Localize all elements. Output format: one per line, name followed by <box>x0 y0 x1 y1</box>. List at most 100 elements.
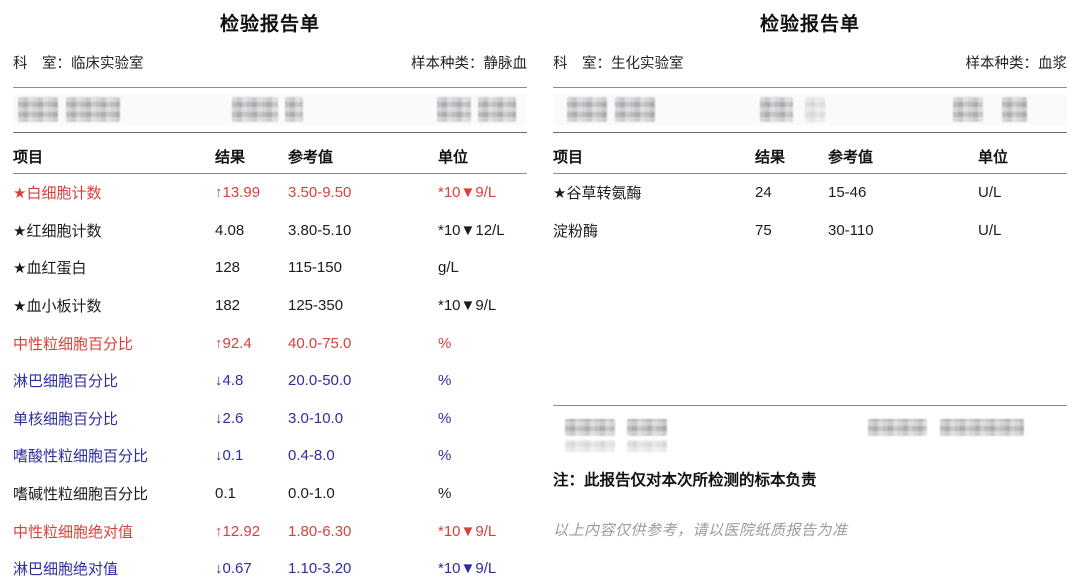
test-result-value: ↑92.4 <box>215 334 252 352</box>
column-header-result: 结果 <box>215 148 246 166</box>
test-unit: U/L <box>978 184 1002 202</box>
redacted-block <box>1002 97 1027 122</box>
redacted-block <box>868 419 927 436</box>
column-header-unit: 单位 <box>438 148 469 166</box>
results-table: ★白细胞计数 ↑13.99 3.50-9.50 *10▼9/L ★红细胞计数 4… <box>13 174 527 588</box>
test-item-name: 中性粒细胞百分比 <box>13 335 134 353</box>
test-item-name: ★血小板计数 <box>13 298 102 316</box>
redacted-block <box>565 440 615 452</box>
test-result-value: 4.08 <box>215 221 245 239</box>
report-panel-blood-routine: 检验报告单 科 室：临床实验室 样本种类：静脉血 项目 结果 参考值 单位 ★白… <box>0 0 540 587</box>
test-reference-range: 30-110 <box>828 221 874 239</box>
test-result-value: ↓2.6 <box>215 409 244 427</box>
sample-type-label: 样本种类： <box>411 56 484 72</box>
test-item-name: ★血红蛋白 <box>13 260 87 278</box>
column-header-ref: 参考值 <box>828 148 874 166</box>
report-meta-row: 科 室：临床实验室 样本种类：静脉血 <box>13 52 527 73</box>
test-item-name: 淋巴细胞绝对值 <box>13 561 119 579</box>
table-row: 嗜碱性粒细胞百分比 0.1 0.0-1.0 % <box>13 475 527 513</box>
divider <box>553 87 1067 88</box>
redacted-block <box>627 419 667 436</box>
column-header-item: 项目 <box>13 148 44 166</box>
test-unit: U/L <box>978 221 1002 239</box>
test-item-name: 淀粉酶 <box>553 222 599 240</box>
test-result-value: ↑13.99 <box>215 184 261 202</box>
redacted-block <box>940 419 1024 436</box>
test-result-value: 75 <box>755 221 772 239</box>
report-title: 检验报告单 <box>219 14 320 35</box>
test-item-name: 淋巴细胞百分比 <box>13 373 119 391</box>
table-row: ★白细胞计数 ↑13.99 3.50-9.50 *10▼9/L <box>13 174 527 212</box>
test-unit: % <box>438 485 452 503</box>
test-result-value: ↓4.8 <box>215 372 244 390</box>
test-unit: *10▼9/L <box>438 297 497 315</box>
divider <box>13 87 527 88</box>
table-row: ★血红蛋白 128 115-150 g/L <box>13 249 527 287</box>
test-item-name: ★红细胞计数 <box>13 222 102 240</box>
results-table: ★谷草转氨酶 24 15-46 U/L 淀粉酶 75 30-110 U/L <box>553 174 1067 249</box>
redacted-block <box>18 97 58 122</box>
test-result-value: 128 <box>215 259 241 277</box>
test-unit: *10▼9/L <box>438 522 497 540</box>
test-item-name: 中性粒细胞绝对值 <box>13 523 134 541</box>
test-result-value: ↑12.92 <box>215 522 261 540</box>
redacted-block <box>565 419 615 436</box>
test-unit: *10▼12/L <box>438 221 505 239</box>
table-header: 项目 结果 参考值 单位 <box>13 139 527 173</box>
redacted-block <box>567 97 607 122</box>
disclaimer-note: 以上内容仅供参考，请以医院纸质报告为准 <box>553 522 848 539</box>
column-header-item: 项目 <box>553 148 584 166</box>
column-header-result: 结果 <box>755 148 786 166</box>
test-item-name: 嗜碱性粒细胞百分比 <box>13 486 149 504</box>
test-result-value: ↓0.67 <box>215 560 252 578</box>
test-reference-range: 20.0-50.0 <box>288 372 352 390</box>
table-row: 单核细胞百分比 ↓2.6 3.0-10.0 % <box>13 400 527 438</box>
test-item-name: ★谷草转氨酶 <box>553 185 642 203</box>
divider <box>13 132 527 133</box>
table-row: ★红细胞计数 4.08 3.80-5.10 *10▼12/L <box>13 212 527 250</box>
test-unit: *10▼9/L <box>438 184 497 202</box>
test-unit: % <box>438 372 452 390</box>
test-result-value: ↓0.1 <box>215 447 244 465</box>
department-label: 科 室： <box>13 56 71 72</box>
test-item-name: 嗜酸性粒细胞百分比 <box>13 448 149 466</box>
test-reference-range: 3.80-5.10 <box>288 221 352 239</box>
test-unit: % <box>438 334 452 352</box>
test-reference-range: 3.50-9.50 <box>288 184 352 202</box>
department-value: 临床实验室 <box>71 56 144 72</box>
redacted-block <box>66 97 120 122</box>
test-reference-range: 15-46 <box>828 184 867 202</box>
test-unit: g/L <box>438 259 459 277</box>
sample-type-field: 样本种类：血浆 <box>966 52 1068 73</box>
redacted-block <box>285 97 303 122</box>
test-reference-range: 0.0-1.0 <box>288 485 335 503</box>
divider <box>13 173 527 174</box>
department-field: 科 室：临床实验室 <box>13 52 144 73</box>
table-row: 中性粒细胞百分比 ↑92.4 40.0-75.0 % <box>13 324 527 362</box>
table-row: 中性粒细胞绝对值 ↑12.92 1.80-6.30 *10▼9/L <box>13 512 527 550</box>
responsibility-note: 注：此报告仅对本次所检测的标本负责 <box>553 472 817 489</box>
sample-type-value: 血浆 <box>1038 56 1067 72</box>
report-panel-biochemistry: 检验报告单 科 室：生化实验室 样本种类：血浆 项目 结果 参考值 单位 ★谷草… <box>540 0 1080 587</box>
sample-type-field: 样本种类：静脉血 <box>411 52 527 73</box>
report-meta-row: 科 室：生化实验室 样本种类：血浆 <box>553 52 1067 73</box>
redacted-block <box>805 97 825 122</box>
test-unit: *10▼9/L <box>438 560 497 578</box>
redacted-block <box>760 97 793 122</box>
test-result-value: 182 <box>215 297 241 315</box>
divider <box>553 173 1067 174</box>
table-row: 淋巴细胞绝对值 ↓0.67 1.10-3.20 *10▼9/L <box>13 550 527 588</box>
column-header-ref: 参考值 <box>288 148 334 166</box>
test-reference-range: 125-350 <box>288 297 344 315</box>
redacted-block <box>232 97 278 122</box>
test-reference-range: 40.0-75.0 <box>288 334 352 352</box>
test-reference-range: 0.4-8.0 <box>288 447 335 465</box>
sample-type-value: 静脉血 <box>483 56 528 72</box>
redacted-block <box>953 97 983 122</box>
test-unit: % <box>438 409 452 427</box>
test-reference-range: 115-150 <box>288 259 342 277</box>
table-row: ★谷草转氨酶 24 15-46 U/L <box>553 174 1067 212</box>
report-title: 检验报告单 <box>759 14 860 35</box>
table-row: ★血小板计数 182 125-350 *10▼9/L <box>13 287 527 325</box>
test-reference-range: 3.0-10.0 <box>288 409 344 427</box>
